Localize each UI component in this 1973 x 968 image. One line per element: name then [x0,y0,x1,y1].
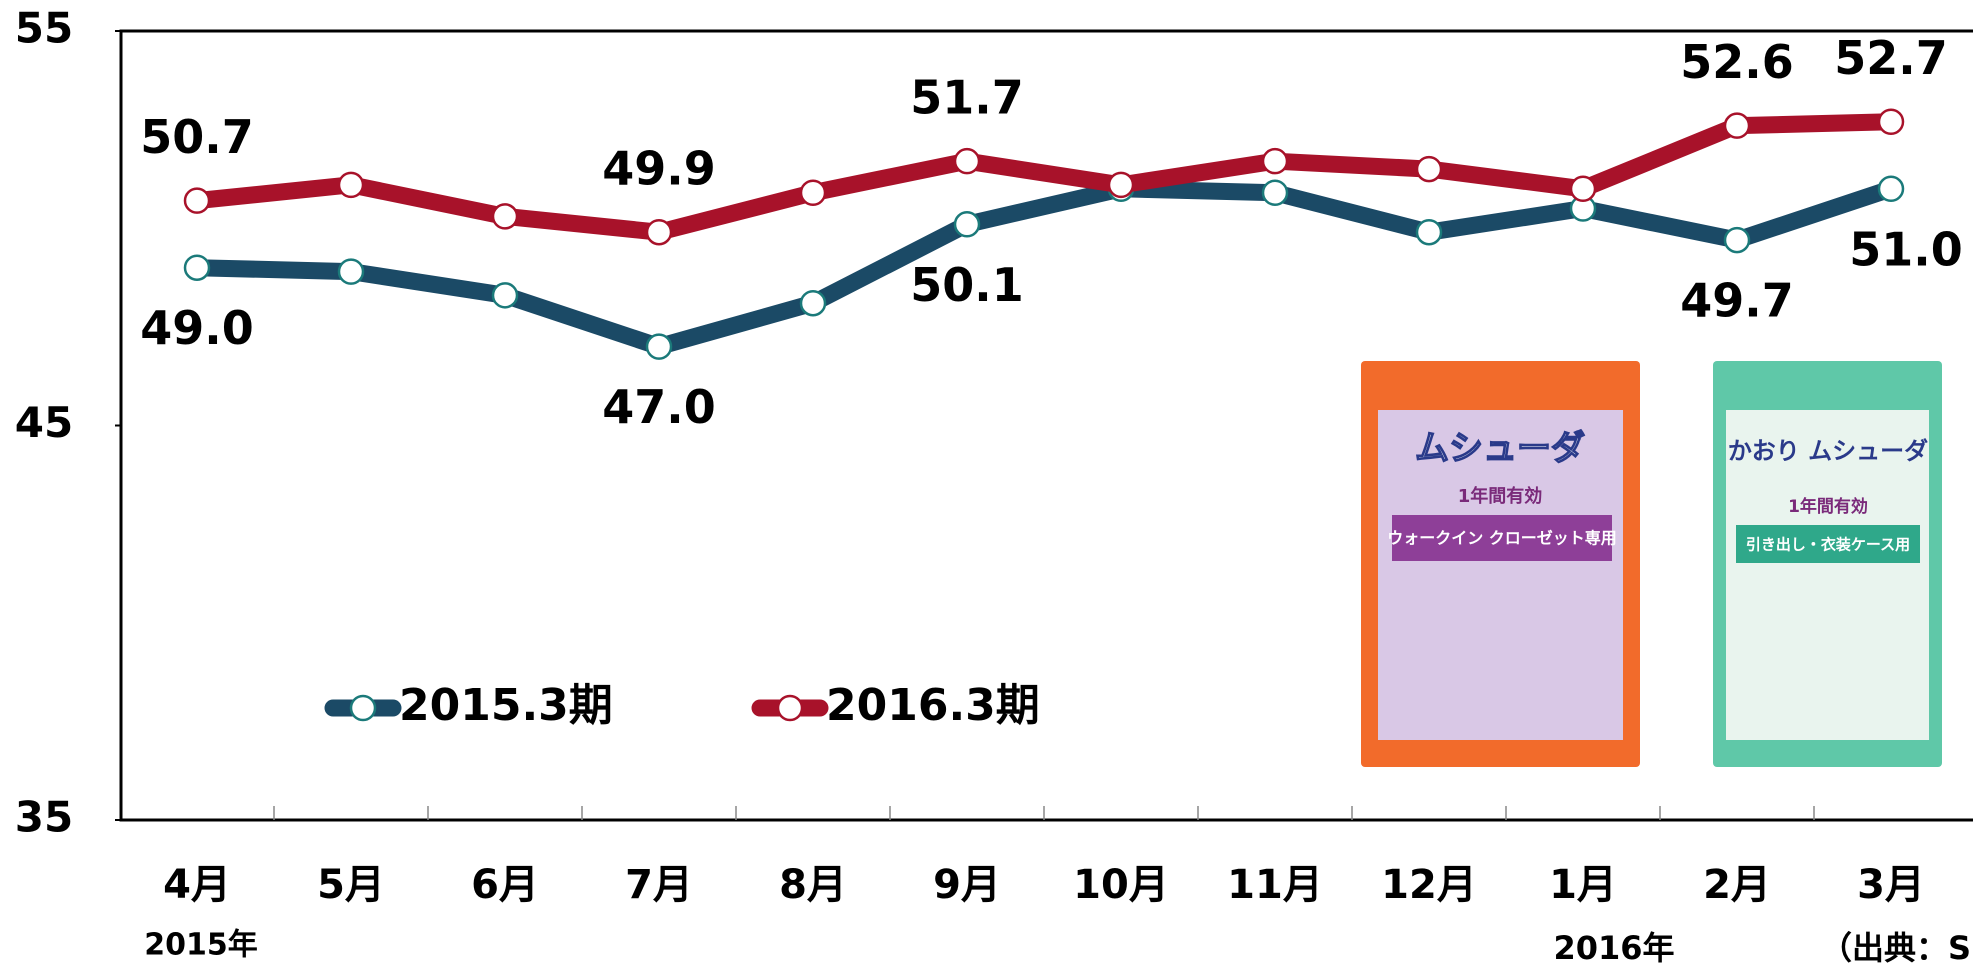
marker [647,335,671,359]
marker [1109,173,1133,197]
chart: ムシューダ 1年間有効 ウォークイン クローゼット専用 かおり ムシューダ 1年… [0,0,1973,968]
marker [647,220,671,244]
data-label: 51.7 [910,71,1024,125]
marker [1417,220,1441,244]
x-tick-label: 6月 [471,862,539,908]
product-brand: ムシューダ [1415,429,1585,469]
annotation: （出典：SRI） [1820,929,1973,967]
marker [955,212,979,236]
x-tick-label: 9月 [933,862,1001,908]
data-label: 52.6 [1680,35,1794,89]
marker [1263,149,1287,173]
page: ムシューダ 1年間有効 ウォークイン クローゼット専用 かおり ムシューダ 1年… [0,0,1973,968]
marker [185,256,209,280]
series: 49.0 47.0 50.1 49.7 51.0 [140,177,1963,434]
legend-marker [351,696,375,720]
marker [801,291,825,315]
product-2: かおり ムシューダ 1年間有効 引き出し・衣装ケース用 [1713,361,1942,767]
marker [185,189,209,213]
marker [1879,110,1903,134]
marker [1417,157,1441,181]
legend-label: 2016.3期 [826,680,1040,731]
marker [801,181,825,205]
y-tick-label: 35 [15,793,73,842]
x-tick-label: 3月 [1857,862,1925,908]
marker [1571,177,1595,201]
annotation: 2016年 [1553,929,1674,967]
x-tick-label: 2月 [1703,862,1771,908]
marker [493,204,517,228]
y-tick-label: 45 [15,398,73,447]
product-tag: 1年間有効 [1788,496,1868,517]
marker [955,149,979,173]
data-label: 49.7 [1680,274,1794,328]
marker [339,173,363,197]
data-label: 49.0 [140,301,254,355]
marker [1879,177,1903,201]
annotation: 2015年 [144,928,258,963]
marker [339,260,363,284]
data-label: 50.1 [910,258,1024,312]
y-tick-label: 55 [15,4,73,53]
data-label: 50.7 [140,110,254,164]
product-brand: かおり ムシューダ [1728,437,1928,465]
marker [493,283,517,307]
x-tick-label: 1月 [1549,862,1617,908]
marker [1725,114,1749,138]
data-label: 47.0 [602,380,716,434]
product-1: ムシューダ 1年間有効 ウォークイン クローゼット専用 [1361,361,1640,767]
marker [1263,181,1287,205]
x-tick-label: 10月 [1073,862,1169,908]
x-tick-label: 7月 [625,862,693,908]
marker [1725,228,1749,252]
legend-marker [778,696,802,720]
x-tick-label: 5月 [317,862,385,908]
data-label: 51.0 [1849,222,1963,276]
data-label: 49.9 [602,142,716,196]
data-label: 52.7 [1834,31,1948,85]
x-tick-label: 4月 [163,862,231,908]
product-use: ウォークイン クローゼット専用 [1387,529,1617,548]
x-tick-label: 11月 [1227,862,1323,908]
legend-label: 2015.3期 [399,680,613,731]
product-tag: 1年間有効 [1458,485,1543,507]
x-tick-label: 12月 [1381,862,1477,908]
product-use: 引き出し・衣装ケース用 [1746,536,1910,554]
x-tick-label: 8月 [779,862,847,908]
